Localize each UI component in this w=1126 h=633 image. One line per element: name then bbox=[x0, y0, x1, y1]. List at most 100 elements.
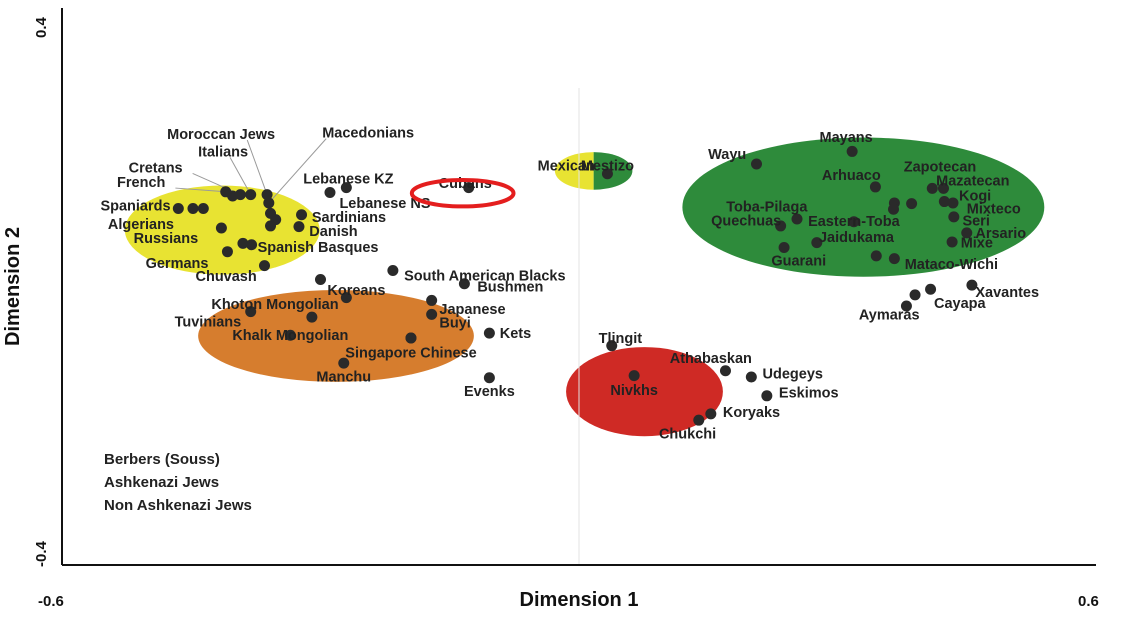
point-label: Wayu bbox=[708, 147, 746, 163]
point-label: Singapore Chinese bbox=[345, 346, 476, 362]
data-point bbox=[387, 264, 399, 276]
point-label: Toba-Pilaga bbox=[726, 199, 808, 215]
data-point bbox=[405, 332, 417, 344]
point-label: Jaidukama bbox=[819, 230, 895, 246]
data-point bbox=[261, 189, 273, 201]
point-label: Sardinians bbox=[312, 210, 386, 226]
data-point bbox=[966, 279, 978, 291]
point-label: Athabaskan bbox=[670, 351, 752, 367]
cubans-highlight bbox=[409, 177, 516, 209]
data-point bbox=[172, 203, 184, 215]
point-label: Guarani bbox=[771, 254, 826, 270]
data-point bbox=[693, 414, 705, 426]
point-label: Mexican bbox=[538, 158, 595, 174]
point-label: Chukchi bbox=[659, 426, 716, 442]
data-point bbox=[187, 203, 199, 215]
data-point bbox=[906, 198, 918, 210]
data-point bbox=[946, 236, 958, 248]
data-point bbox=[909, 289, 921, 301]
point-label: Tuvinians bbox=[175, 314, 242, 330]
point-label: Spanish Basques bbox=[258, 240, 379, 256]
point-label: Danish bbox=[309, 224, 357, 240]
ungrouped-label: Berbers (Souss) bbox=[104, 451, 220, 468]
data-point bbox=[961, 227, 973, 239]
point-label: Khalk Mongolian bbox=[232, 328, 348, 344]
point-label: Arsario bbox=[975, 226, 1026, 242]
point-label: Eskimos bbox=[779, 385, 839, 401]
data-point bbox=[869, 181, 881, 193]
ungrouped-label: Non Ashkenazi Jews bbox=[104, 497, 252, 514]
data-point bbox=[937, 182, 949, 194]
cluster-half-ellipse-green bbox=[593, 152, 633, 190]
data-point bbox=[483, 372, 495, 384]
data-point bbox=[245, 306, 257, 318]
data-point bbox=[284, 329, 296, 341]
point-label: Chuvash bbox=[195, 269, 256, 285]
point-label: Cayapa bbox=[934, 296, 987, 312]
point-label: Kets bbox=[500, 326, 531, 342]
point-label: Khoton Mongolian bbox=[211, 297, 338, 313]
point-label: French bbox=[117, 175, 165, 191]
data-point bbox=[296, 209, 308, 221]
data-point bbox=[900, 300, 912, 312]
cluster-ellipse-orange bbox=[198, 289, 474, 382]
point-label: Italians bbox=[198, 144, 248, 160]
axes: 0.4 -0.4 -0.6 0.6 Dimension 1 Dimension … bbox=[2, 8, 1099, 611]
data-point bbox=[745, 371, 757, 383]
x-tick-right: 0.6 bbox=[1078, 593, 1099, 610]
point-label: Mazatecan bbox=[936, 174, 1009, 190]
point-label: Udegeys bbox=[763, 367, 823, 383]
highlight-ring bbox=[409, 177, 516, 209]
data-point bbox=[197, 203, 209, 215]
data-point bbox=[761, 390, 773, 402]
data-point bbox=[705, 408, 717, 420]
data-point bbox=[606, 340, 618, 352]
point-label: Mayans bbox=[820, 130, 873, 146]
data-point bbox=[888, 253, 900, 265]
data-point bbox=[947, 197, 959, 209]
data-point bbox=[227, 190, 239, 202]
data-point bbox=[778, 242, 790, 254]
data-point bbox=[324, 187, 336, 199]
data-point bbox=[338, 357, 350, 369]
cluster-ellipses bbox=[124, 137, 1045, 437]
x-tick-left: -0.6 bbox=[38, 593, 64, 610]
data-point bbox=[237, 237, 249, 249]
point-label: Seri bbox=[962, 213, 989, 229]
data-point bbox=[426, 308, 438, 320]
data-point bbox=[888, 203, 900, 215]
point-label: Macedonians bbox=[322, 126, 414, 142]
ungrouped-populations: Berbers (Souss) Ashkenazi Jews Non Ashke… bbox=[104, 451, 252, 514]
point-label: Koreans bbox=[327, 283, 385, 299]
data-point bbox=[340, 182, 352, 194]
data-point bbox=[948, 211, 960, 223]
data-point bbox=[246, 239, 258, 251]
data-point bbox=[315, 274, 326, 286]
data-point bbox=[340, 292, 352, 304]
point-label: Kogi bbox=[959, 188, 991, 204]
leader-line bbox=[229, 157, 252, 195]
ungrouped-label: Ashkenazi Jews bbox=[104, 474, 219, 491]
data-point bbox=[846, 145, 858, 157]
point-label: Evenks bbox=[464, 384, 515, 400]
y-axis-title: Dimension 2 bbox=[2, 227, 24, 346]
data-point bbox=[293, 221, 305, 233]
data-point bbox=[775, 220, 787, 232]
data-point bbox=[458, 278, 470, 290]
data-point bbox=[215, 222, 227, 234]
data-point bbox=[258, 260, 270, 272]
data-points bbox=[172, 145, 978, 426]
data-point bbox=[848, 216, 860, 228]
leader-line bbox=[175, 187, 226, 193]
point-label: Russians bbox=[134, 231, 198, 247]
data-point bbox=[263, 197, 275, 209]
point-label: Nivkhs bbox=[610, 383, 658, 399]
data-point bbox=[811, 237, 823, 249]
point-label: Mataco-Wichi bbox=[905, 257, 998, 273]
point-label: Tlingit bbox=[599, 331, 643, 347]
point-label: Lebanese NS bbox=[339, 196, 430, 212]
point-label: Moroccan Jews bbox=[167, 127, 275, 143]
data-point bbox=[870, 250, 882, 262]
data-point bbox=[719, 365, 731, 377]
